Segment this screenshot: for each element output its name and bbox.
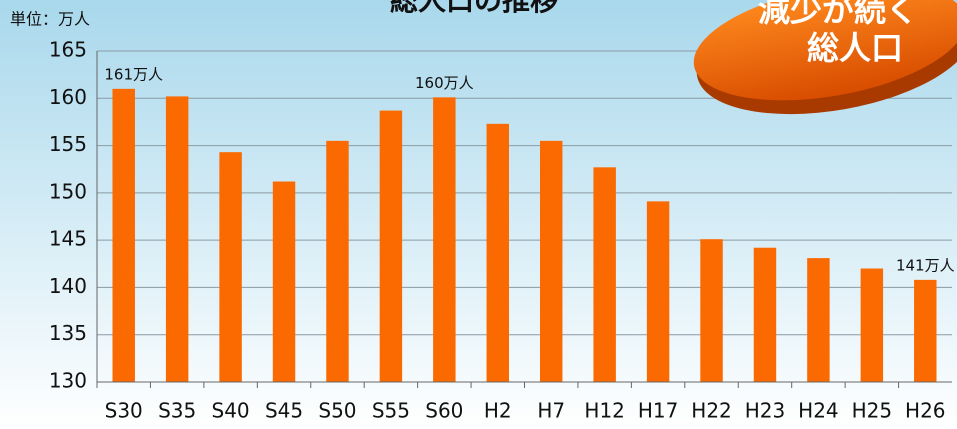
bar xyxy=(487,124,509,382)
x-tick-label: S55 xyxy=(372,399,410,423)
x-tick-label: H17 xyxy=(638,399,679,423)
bar xyxy=(861,269,883,382)
y-tick-label: 135 xyxy=(49,321,87,345)
value-label: 160万人 xyxy=(415,74,474,92)
y-tick-label: 160 xyxy=(49,85,87,109)
bar xyxy=(700,239,722,382)
bar xyxy=(273,182,295,382)
badge-text: 総人口 xyxy=(807,29,903,67)
x-tick-label: H26 xyxy=(905,399,946,423)
y-tick-label: 150 xyxy=(49,179,87,203)
x-tick-label: H23 xyxy=(745,399,786,423)
bar xyxy=(380,111,402,382)
x-tick-label: H7 xyxy=(537,399,565,423)
x-tick-label: S35 xyxy=(158,399,196,423)
x-tick-label: H12 xyxy=(584,399,625,423)
bar xyxy=(754,248,776,382)
chart-title: 総人口の推移 xyxy=(390,0,558,17)
x-tick-label: S60 xyxy=(425,399,463,423)
bar xyxy=(540,141,562,382)
x-tick-label: H24 xyxy=(798,399,839,423)
x-tick-label: S40 xyxy=(212,399,250,423)
bar xyxy=(914,280,936,382)
x-tick-label: S50 xyxy=(318,399,356,423)
bar xyxy=(326,141,348,382)
value-label: 161万人 xyxy=(104,65,163,83)
y-tick-label: 155 xyxy=(49,132,87,156)
x-tick-label: S30 xyxy=(105,399,143,423)
page: 総人口の推移 単位：万人 130 135 140 145 150 155 160 165 S30… xyxy=(0,0,957,429)
bar xyxy=(219,152,241,382)
bar xyxy=(807,258,829,382)
bar xyxy=(112,89,134,382)
value-label: 141万人 xyxy=(896,256,955,274)
bar xyxy=(166,96,188,382)
chart: 総人口の推移 単位：万人 130 135 140 145 150 155 160 165 S30… xyxy=(0,0,957,429)
y-tick-label: 145 xyxy=(49,227,87,251)
x-tick-label: S45 xyxy=(265,399,303,423)
badge-text: 減少が続く xyxy=(758,0,918,29)
y-tick-label: 165 xyxy=(49,38,87,62)
x-tick-label: H25 xyxy=(852,399,893,423)
bar xyxy=(647,201,669,382)
y-tick-label: 130 xyxy=(49,369,87,393)
x-tick-label: H22 xyxy=(691,399,732,423)
bar xyxy=(593,167,615,382)
unit-label: 単位：万人 xyxy=(10,10,90,29)
bar xyxy=(433,97,455,382)
x-tick-label: H2 xyxy=(484,399,512,423)
y-tick-label: 140 xyxy=(49,274,87,298)
